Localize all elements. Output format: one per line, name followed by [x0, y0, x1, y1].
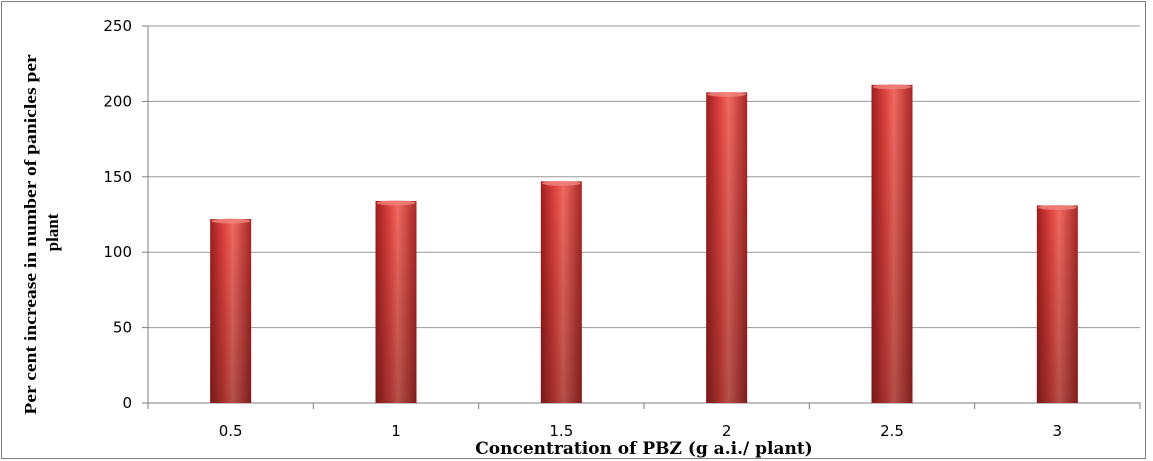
bar-highlight [541, 180, 581, 186]
bars [210, 84, 1078, 404]
gridlines [148, 25, 1140, 329]
y-tick-label: 150 [103, 168, 132, 186]
bar-shade [1036, 205, 1078, 403]
y-tick-labels: 0 50 100 150 200 250 [103, 17, 132, 412]
bar [540, 180, 582, 403]
y-axis-title-line-1: Per cent increase in number of panicles … [21, 54, 40, 415]
x-tick-label: 3 [1053, 422, 1063, 440]
x-tick-label: 2.5 [880, 422, 904, 440]
y-axis-title: Per cent increase in number of panicles … [21, 50, 62, 414]
bar [375, 200, 417, 403]
y-tick-label: 100 [103, 243, 132, 261]
x-tick-label: 2 [722, 422, 732, 440]
bar-highlight [376, 200, 416, 206]
x-tick-labels: 0.5 1 1.5 2 2.5 3 [219, 422, 1062, 440]
y-tick-label: 250 [103, 17, 132, 35]
y-tick-label: 200 [103, 92, 132, 110]
x-tick-label: 1.5 [549, 422, 573, 440]
y-axis-title-line-2: plant [43, 213, 62, 251]
bar-highlight [211, 218, 251, 224]
bar [871, 84, 913, 403]
x-axis-title: Concentration of PBZ (g a.i./ plant) [475, 439, 812, 459]
bar-shade [210, 219, 252, 403]
x-tick-label: 1 [391, 422, 401, 440]
bar-shade [871, 84, 913, 403]
bar-shade [375, 200, 417, 403]
y-tick-label: 0 [122, 394, 132, 412]
bar [1036, 204, 1078, 403]
y-tick-label: 50 [113, 319, 132, 337]
bar [210, 218, 252, 403]
x-tick-label: 0.5 [219, 422, 243, 440]
bar-highlight [707, 91, 747, 97]
bar-shade [706, 92, 748, 404]
bar-highlight [872, 84, 912, 90]
bar-shade [540, 181, 582, 403]
axes [142, 25, 1141, 409]
bar [706, 91, 748, 404]
bar-highlight [1037, 204, 1077, 210]
